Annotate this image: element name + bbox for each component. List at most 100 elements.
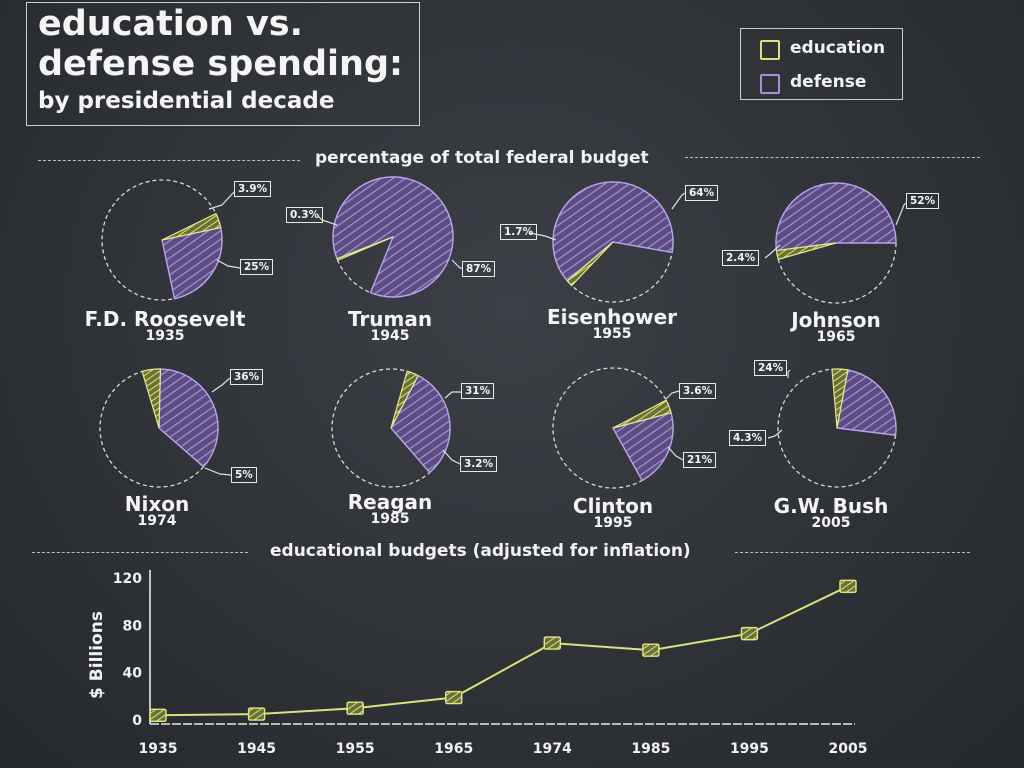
title-box xyxy=(26,2,420,126)
pie-eisenhower xyxy=(552,181,674,303)
divider-line-left xyxy=(32,552,248,553)
divider-pie-left xyxy=(38,160,300,161)
y-tick-label-80: 80 xyxy=(123,618,143,634)
data-point-1935 xyxy=(149,708,167,722)
pie-year-reagan: 1985 xyxy=(370,511,410,527)
leader-line-13 xyxy=(667,446,684,461)
legend-swatch-defense xyxy=(760,74,780,94)
pie-label-defense-eisenhower: 64% xyxy=(685,185,719,201)
chart-subtitle: by presidential decade xyxy=(38,88,335,114)
pie-johnson xyxy=(775,182,897,304)
data-point-2005 xyxy=(839,579,857,593)
x-tick-label-1945: 1945 xyxy=(237,741,276,757)
pie-slice-education-johnson xyxy=(775,242,837,261)
leader-line-5 xyxy=(671,192,686,210)
pie-label-education-truman: 0.3% xyxy=(286,207,324,223)
pie-slice-education-truman xyxy=(336,236,394,262)
pie-year-eisenhower: 1955 xyxy=(592,326,632,342)
pie-year-nixon: 1974 xyxy=(137,513,177,529)
pie-slice-defense-truman xyxy=(332,176,454,298)
pie-name-johnson: Johnson xyxy=(791,308,881,332)
pie-year-clinton: 1995 xyxy=(593,515,633,531)
data-point-1945 xyxy=(247,707,266,721)
y-tick-label-0: 0 xyxy=(132,713,142,729)
pie-label-education-reagan: 3.2% xyxy=(460,456,498,472)
pie-slice-defense-reagan xyxy=(390,374,451,474)
pie-slice-education-bush xyxy=(831,368,849,429)
pie-label-leaders xyxy=(204,191,907,476)
pie-year-bush: 2005 xyxy=(811,515,851,531)
data-point-1974 xyxy=(543,636,561,650)
pie-slice-education-clinton xyxy=(612,399,672,429)
pie-slice-education-eisenhower xyxy=(566,241,614,287)
legend-swatch-education xyxy=(760,40,780,60)
leader-line-8 xyxy=(211,377,231,393)
pie-slice-education-reagan xyxy=(390,370,419,429)
legend xyxy=(740,28,903,100)
pie-slice-defense-bush xyxy=(836,369,897,436)
pie-nixon xyxy=(99,368,219,488)
pie-truman xyxy=(332,176,454,298)
pie-slice-defense-johnson xyxy=(775,182,897,252)
pie-year-johnson: 1965 xyxy=(816,329,856,345)
divider-pie-right xyxy=(685,157,980,158)
pie-label-defense-johnson: 52% xyxy=(906,193,940,209)
line-section-title: educational budgets (adjusted for inflat… xyxy=(270,541,691,561)
pie-label-education-nixon: 5% xyxy=(231,467,257,483)
x-tick-label-1985: 1985 xyxy=(631,741,670,757)
pie-slice-education-nixon xyxy=(141,368,162,429)
pie-name-roosevelt: F.D. Roosevelt xyxy=(84,307,246,331)
pie-name-nixon: Nixon xyxy=(124,492,190,516)
leader-line-0 xyxy=(208,191,235,210)
leader-line-2 xyxy=(317,215,338,226)
pie-slice-defense-clinton xyxy=(611,412,674,482)
y-tick-label-40: 40 xyxy=(123,666,143,682)
pie-name-eisenhower: Eisenhower xyxy=(546,305,678,329)
chart-title-line-1: education vs. xyxy=(38,4,303,44)
leader-line-9 xyxy=(204,467,232,476)
pie-year-roosevelt: 1935 xyxy=(145,328,185,344)
pie-name-clinton: Clinton xyxy=(572,494,654,518)
leader-line-7 xyxy=(895,202,907,226)
x-tick-label-1955: 1955 xyxy=(336,741,375,757)
x-tick-label-1965: 1965 xyxy=(434,741,473,757)
y-axis-label: $ Billions xyxy=(87,611,107,699)
pie-label-defense-bush: 24% xyxy=(754,360,788,376)
pie-label-education-johnson: 2.4% xyxy=(722,250,760,266)
leader-line-4 xyxy=(529,232,557,241)
pie-roosevelt xyxy=(101,179,223,301)
leader-line-14 xyxy=(787,369,791,378)
legend-label-defense: defense xyxy=(790,72,867,92)
pie-label-defense-clinton: 21% xyxy=(683,452,717,468)
x-tick-label-1974: 1974 xyxy=(533,741,572,757)
pie-section-title: percentage of total federal budget xyxy=(315,148,649,168)
pie-label-education-bush: 4.3% xyxy=(729,430,767,446)
leader-line-10 xyxy=(444,391,461,399)
pie-label-education-eisenhower: 1.7% xyxy=(500,224,538,240)
pie-label-education-roosevelt: 3.9% xyxy=(234,181,272,197)
chart-title-line-2: defense spending: xyxy=(38,44,403,84)
y-tick-label-120: 120 xyxy=(113,571,142,587)
pie-label-defense-reagan: 31% xyxy=(461,383,495,399)
pie-clinton xyxy=(552,367,674,489)
pie-slice-defense-roosevelt xyxy=(161,226,223,300)
x-tick-label-1935: 1935 xyxy=(139,741,178,757)
leader-line-3 xyxy=(451,259,462,269)
pie-slice-defense-nixon xyxy=(158,368,219,468)
pie-slice-education-roosevelt xyxy=(161,212,222,241)
leader-line-15 xyxy=(767,429,783,439)
pie-name-truman: Truman xyxy=(347,307,433,331)
leader-line-1 xyxy=(216,259,241,269)
pie-label-education-clinton: 3.6% xyxy=(679,383,717,399)
data-point-1995 xyxy=(740,626,759,641)
leader-line-12 xyxy=(665,390,680,400)
data-point-1985 xyxy=(642,643,660,657)
x-tick-label-1995: 1995 xyxy=(730,741,769,757)
pie-label-defense-truman: 87% xyxy=(462,261,496,277)
x-tick-label-2005: 2005 xyxy=(829,741,868,757)
pie-reagan xyxy=(331,368,451,488)
pie-name-bush: G.W. Bush xyxy=(773,494,889,518)
leader-line-11 xyxy=(442,449,461,465)
pie-label-defense-roosevelt: 25% xyxy=(240,259,274,275)
